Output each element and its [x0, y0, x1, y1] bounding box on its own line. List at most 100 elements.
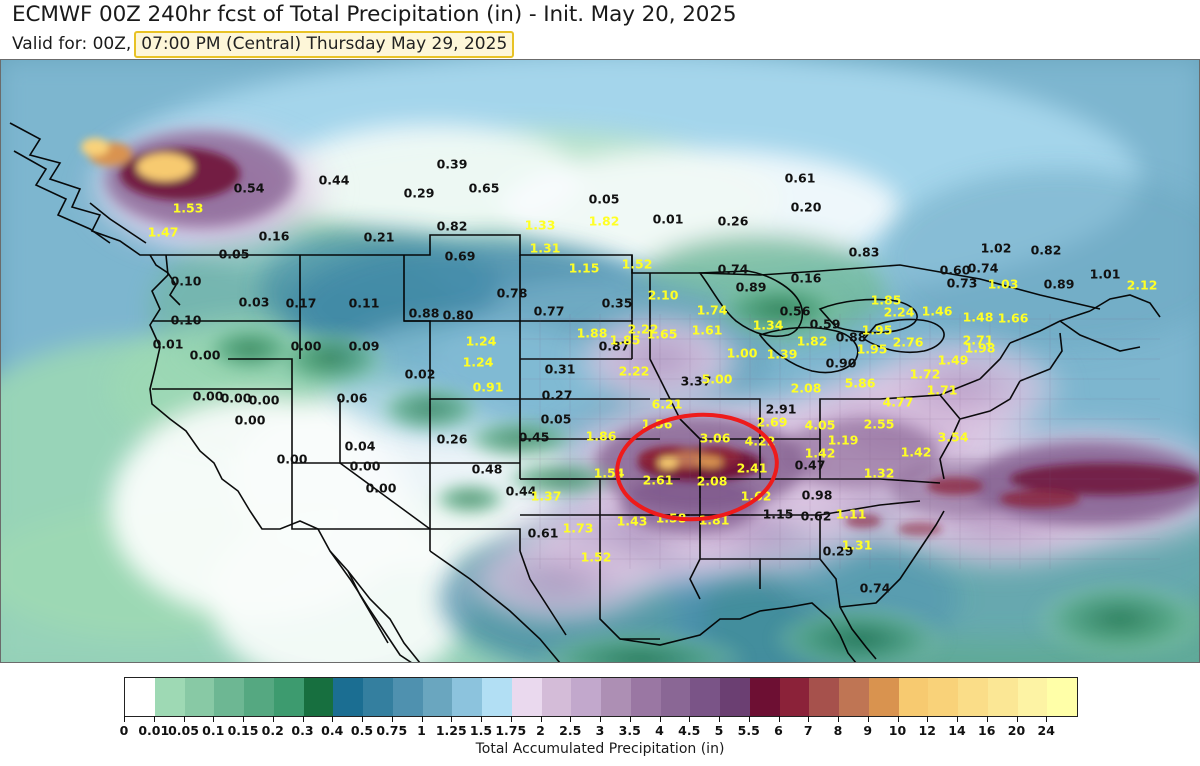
value-label: 4.22: [744, 433, 776, 449]
value-label: 0.98: [801, 487, 833, 503]
value-label: 1.00: [726, 345, 758, 361]
value-label: 0.04: [344, 438, 376, 454]
colorbar-swatch: [571, 678, 601, 716]
value-label: 1.39: [766, 346, 798, 362]
value-label: 0.17: [285, 295, 317, 311]
colorbar-tick: [957, 716, 958, 722]
value-label: 1.56: [641, 416, 673, 432]
colorbar-swatch: [868, 678, 899, 716]
value-label: 1.34: [752, 317, 784, 333]
value-label: 4.77: [882, 394, 914, 410]
colorbar-swatch: [839, 678, 869, 716]
value-label: 2.12: [1126, 277, 1158, 293]
value-label: 4.05: [804, 417, 836, 433]
colorbar-swatch: [214, 678, 244, 716]
colorbar-tick-label: 16: [978, 723, 996, 738]
value-label: 1.02: [980, 240, 1012, 256]
value-label: 0.35: [601, 295, 633, 311]
colorbar-tick: [332, 716, 334, 722]
colorbar-tick: [629, 716, 631, 722]
value-label: 0.06: [336, 390, 368, 406]
colorbar-tick-label: 0.05: [168, 723, 199, 738]
colorbar-tick-label: 4.5: [678, 723, 701, 738]
value-label: 0.03: [238, 294, 270, 310]
value-label: 1.42: [804, 445, 836, 461]
value-label: 1.82: [796, 333, 828, 349]
value-label: 1.42: [900, 444, 932, 460]
value-label: 0.16: [258, 228, 290, 244]
colorbar-tick-label: 0.75: [376, 723, 408, 738]
colorbar-area: 0 0.01 0.05 0.1 0.15 0.2 0.3 0.4 0.5 0.75 1 1.25 1.5…: [0, 663, 1200, 766]
value-label: 0.00: [276, 451, 308, 467]
value-label: 1.54: [593, 465, 625, 481]
colorbar-tick-label: 0.4: [321, 723, 344, 738]
value-label: 1.85: [870, 292, 902, 308]
value-label: 1.65: [646, 326, 678, 342]
value-label: 0.59: [809, 316, 841, 332]
value-label: 0.10: [170, 312, 202, 328]
value-label: 3.06: [699, 430, 731, 446]
colorbar-swatch: [987, 678, 1018, 716]
value-label: 1.37: [530, 488, 562, 504]
precipitation-map[interactable]: 0.39 0.54 0.44 0.29 0.65 0.05 0.61 0.01 …: [0, 59, 1200, 663]
value-label: 0.09: [348, 338, 380, 354]
value-label: 2.55: [863, 416, 895, 432]
colorbar-tick-label: 0.1: [202, 723, 225, 738]
colorbar-tick: [748, 716, 750, 722]
colorbar[interactable]: [124, 677, 1078, 717]
value-label: 0.00: [290, 338, 322, 354]
value-label: 0.47: [794, 457, 826, 473]
colorbar-tick-label: 0: [119, 723, 129, 738]
colorbar-tick: [778, 716, 780, 722]
value-label: 0.00: [220, 390, 252, 406]
colorbar-tick-label: 1.5: [469, 723, 493, 738]
colorbar-tick: [213, 716, 215, 722]
valid-time-highlight: 07:00 PM (Central) Thursday May 29, 2025: [134, 31, 515, 58]
value-label: 0.05: [218, 246, 250, 262]
value-label: 0.16: [790, 270, 822, 286]
colorbar-tick: [1016, 716, 1018, 722]
value-label: 0.29: [403, 185, 435, 201]
colorbar-tick: [986, 716, 988, 722]
colorbar-swatch: [958, 678, 988, 716]
colorbar-tick-label: 1: [417, 723, 426, 738]
colorbar-tick: [838, 716, 839, 722]
colorbar-swatch: [720, 678, 750, 716]
value-label: 5.86: [844, 375, 876, 391]
colorbar-tick-label: 0.15: [227, 723, 259, 738]
value-label: 1.52: [621, 256, 653, 272]
value-label: 1.46: [921, 303, 953, 319]
colorbar-tick-label: 0.5: [350, 723, 374, 738]
value-label: 2.76: [892, 334, 924, 350]
value-label: 2.71: [962, 332, 994, 348]
value-label: 0.00: [248, 392, 280, 408]
header: ECMWF 00Z 240hr fcst of Total Precipitat…: [0, 0, 1200, 60]
value-label: 2.22: [618, 363, 650, 379]
value-label: 1.01: [1089, 266, 1121, 282]
colorbar-tick: [481, 716, 482, 722]
value-label: 0.21: [363, 229, 395, 245]
colorbar-tick-label: 1.25: [435, 723, 467, 738]
value-label: 0.62: [800, 508, 832, 524]
valid-time-line: Valid for: 00Z, 07:00 PM (Central) Thursd…: [12, 31, 515, 58]
colorbar-tick: [1046, 716, 1048, 722]
value-label: 1.98: [964, 340, 996, 356]
value-label: 0.44: [505, 483, 537, 499]
value-label: 1.31: [841, 537, 873, 553]
colorbar-swatch: [333, 678, 363, 716]
colorbar-swatch: [809, 678, 839, 716]
value-label: 0.77: [533, 303, 565, 319]
colorbar-tick-label: 0.01: [138, 723, 170, 738]
value-label: 0.00: [234, 412, 266, 428]
colorbar-swatch: [1047, 678, 1077, 716]
colorbar-tick-label: 3.5: [618, 723, 641, 738]
value-label: 1.62: [740, 488, 772, 504]
value-label: 2.08: [696, 473, 728, 489]
colorbar-tick: [867, 716, 869, 722]
value-label: 0.00: [365, 480, 397, 496]
value-label: 0.65: [468, 180, 500, 196]
value-label: 0.61: [527, 525, 559, 541]
value-label: 0.88: [408, 305, 440, 321]
value-label: 0.01: [652, 211, 684, 227]
